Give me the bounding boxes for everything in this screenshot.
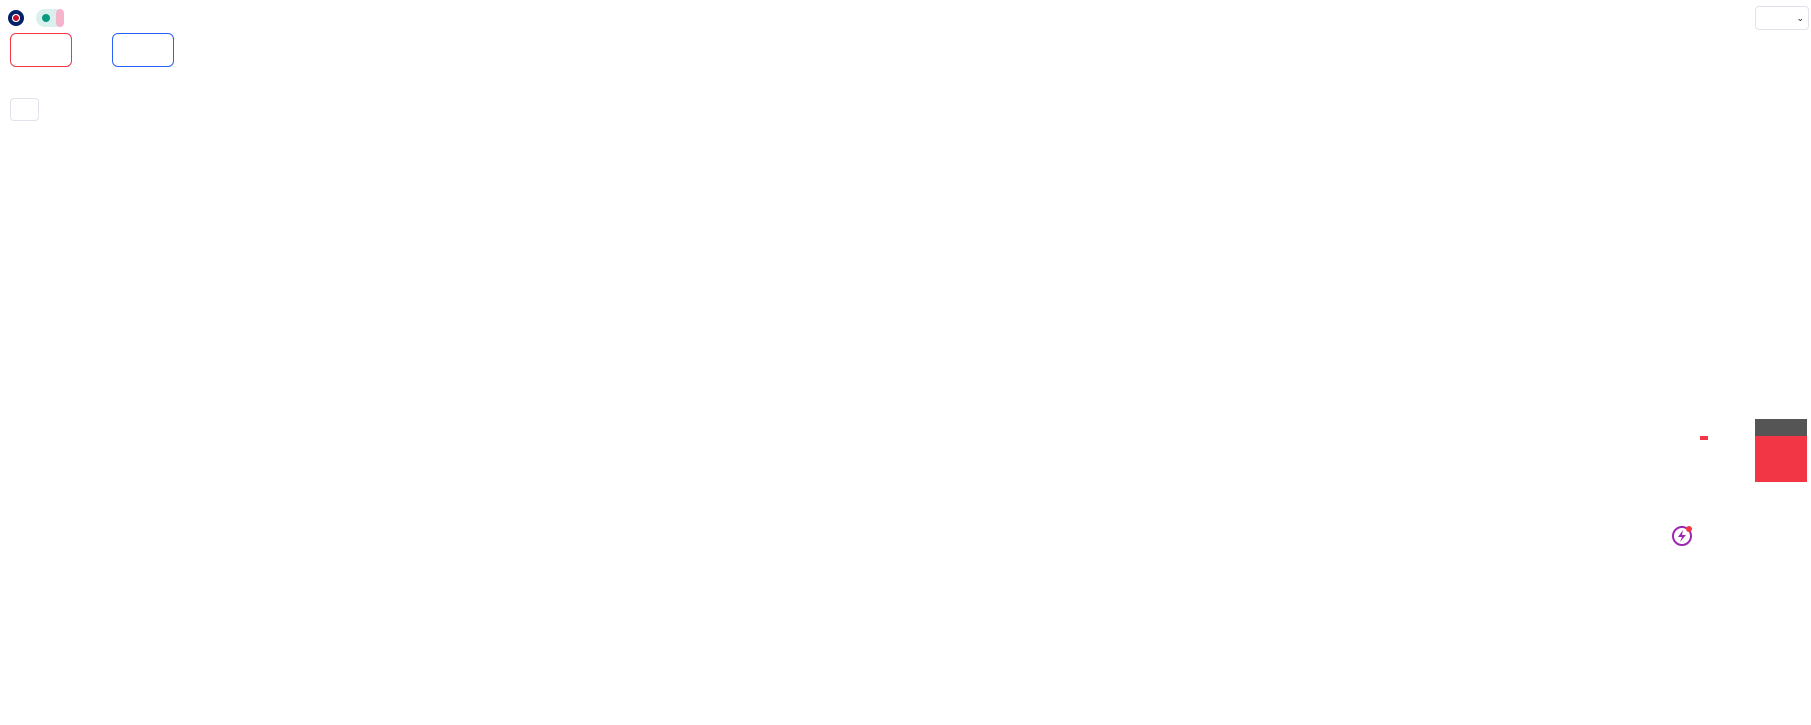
data-delay-icon (56, 9, 64, 27)
symbol-legend[interactable] (8, 7, 114, 29)
ohlc-values (70, 11, 108, 26)
buy-button[interactable] (112, 33, 174, 67)
current-price-tag (1755, 436, 1807, 482)
lightning-event-icon[interactable] (1671, 525, 1693, 547)
last-price-tag (1755, 419, 1807, 436)
collapse-legend-button[interactable] (10, 98, 39, 121)
gbp-usd-flag-icon (8, 10, 24, 26)
chevron-down-icon: ⌄ (1796, 12, 1804, 23)
trade-buttons (10, 33, 174, 67)
currency-select[interactable]: ⌄ (1755, 6, 1809, 30)
symbol-tag (1700, 436, 1708, 440)
market-open-dot-icon (42, 14, 50, 22)
market-status-pill[interactable] (36, 9, 64, 27)
sell-button[interactable] (10, 33, 72, 67)
